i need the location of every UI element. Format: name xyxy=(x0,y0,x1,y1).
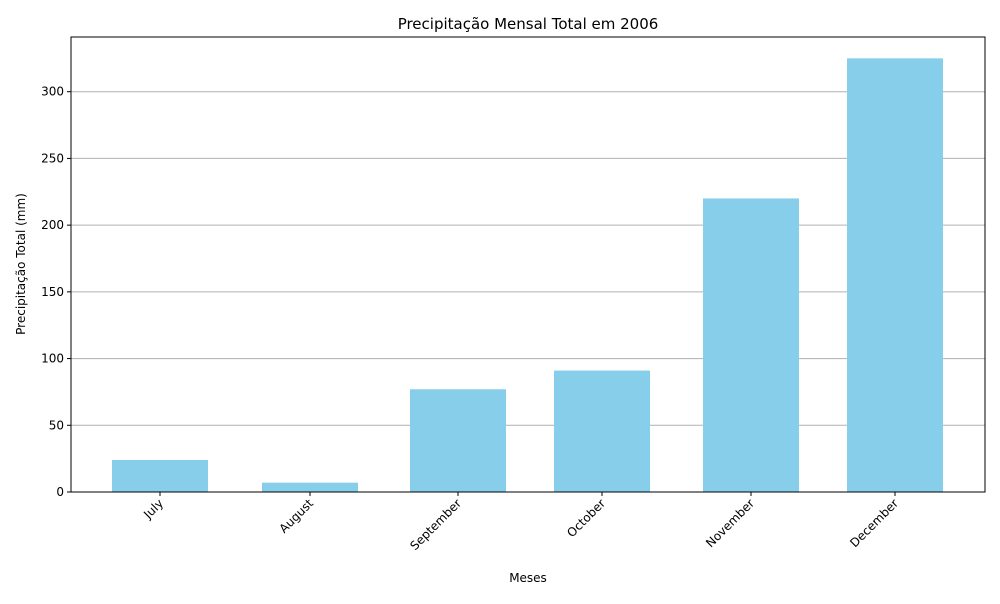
y-tick-label: 250 xyxy=(41,151,64,165)
bars-group xyxy=(112,58,943,493)
y-axis: 0 50 100 150 200 250 300 xyxy=(41,85,71,499)
chart-title: Precipitação Mensal Total em 2006 xyxy=(398,15,659,33)
bar-september xyxy=(410,389,506,492)
bar-july xyxy=(112,459,208,492)
y-tick-label: 50 xyxy=(49,418,64,432)
y-tick-label: 100 xyxy=(41,352,64,366)
y-tick-label: 150 xyxy=(41,285,64,299)
bar-august xyxy=(262,482,358,492)
y-tick-label: 200 xyxy=(41,218,64,232)
bar-november xyxy=(703,198,799,493)
x-axis-label: Meses xyxy=(509,571,547,585)
plot-frame xyxy=(70,36,986,493)
y-gridlines xyxy=(71,91,985,426)
y-tick-label: 0 xyxy=(56,485,64,499)
y-tick-label: 300 xyxy=(41,85,64,99)
bar-december xyxy=(847,58,943,493)
bar-october xyxy=(554,370,650,492)
y-axis-label: Precipitação Total (mm) xyxy=(14,193,28,335)
